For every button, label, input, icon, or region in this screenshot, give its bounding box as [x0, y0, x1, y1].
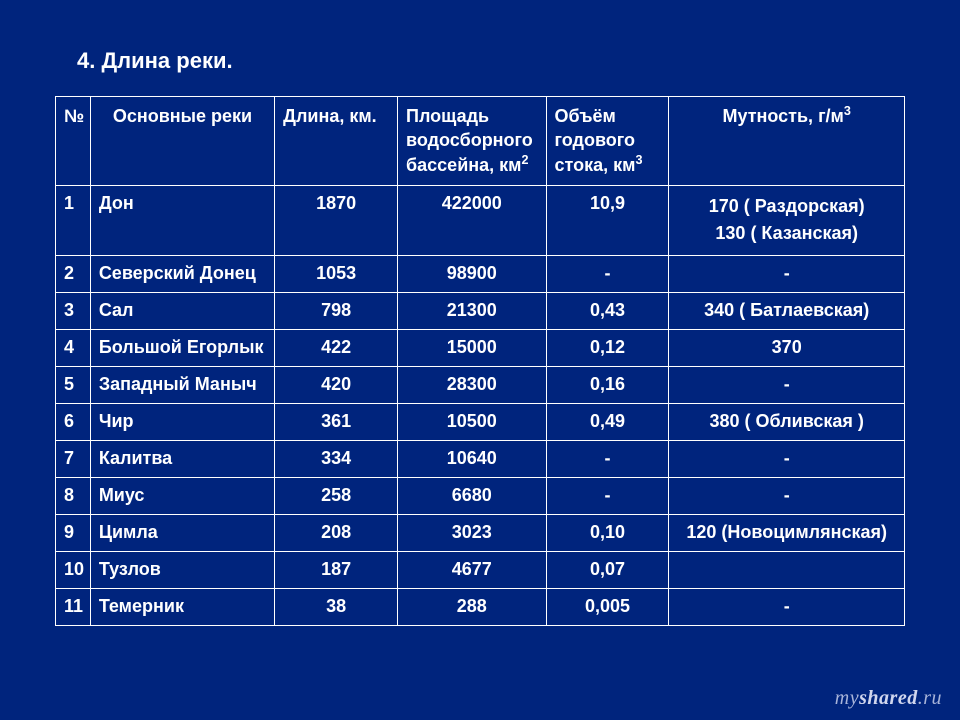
cell-num: 11 — [56, 588, 91, 625]
cell-turb: 370 — [669, 329, 905, 366]
watermark: myshared.ru — [835, 687, 942, 710]
cell-length: 798 — [275, 292, 398, 329]
cell-basin: 10500 — [398, 403, 546, 440]
cell-num: 10 — [56, 551, 91, 588]
cell-flow: 0,07 — [546, 551, 669, 588]
cell-name: Дон — [90, 185, 274, 255]
cell-turb: 340 ( Батлаевская) — [669, 292, 905, 329]
cell-basin: 288 — [398, 588, 546, 625]
watermark-sh: shared — [859, 687, 918, 709]
cell-num: 7 — [56, 440, 91, 477]
col-basin: Площадь водосборного бассейна, км2 — [398, 97, 546, 186]
cell-turb — [669, 551, 905, 588]
cell-name: Западный Маныч — [90, 366, 274, 403]
table-header: № Основные реки Длина, км. Площадь водос… — [56, 97, 905, 186]
table-row: 7Калитва33410640-- — [56, 440, 905, 477]
table-row: 1Дон187042200010,9170 ( Раздорская)130 (… — [56, 185, 905, 255]
cell-basin: 28300 — [398, 366, 546, 403]
cell-num: 8 — [56, 477, 91, 514]
cell-num: 1 — [56, 185, 91, 255]
cell-name: Цимла — [90, 514, 274, 551]
cell-length: 187 — [275, 551, 398, 588]
cell-turb: - — [669, 588, 905, 625]
col-basin-text: Площадь водосборного бассейна, км — [406, 106, 533, 175]
cell-basin: 4677 — [398, 551, 546, 588]
cell-flow: 0,10 — [546, 514, 669, 551]
col-flow: Объём годового стока, км3 — [546, 97, 669, 186]
col-turb: Мутность, г/м3 — [669, 97, 905, 186]
cell-length: 1870 — [275, 185, 398, 255]
col-basin-sup: 2 — [521, 153, 528, 167]
col-length: Длина, км. — [275, 97, 398, 186]
cell-length: 422 — [275, 329, 398, 366]
cell-name: Миус — [90, 477, 274, 514]
cell-turb: 120 (Новоцимлянская) — [669, 514, 905, 551]
cell-turb: - — [669, 255, 905, 292]
cell-num: 5 — [56, 366, 91, 403]
cell-basin: 3023 — [398, 514, 546, 551]
cell-name: Сал — [90, 292, 274, 329]
cell-num: 6 — [56, 403, 91, 440]
cell-basin: 10640 — [398, 440, 546, 477]
watermark-ed: .ru — [918, 687, 942, 709]
cell-basin: 98900 — [398, 255, 546, 292]
cell-turb: 170 ( Раздорская)130 ( Казанская) — [669, 185, 905, 255]
cell-num: 9 — [56, 514, 91, 551]
table-row: 3Сал798213000,43340 ( Батлаевская) — [56, 292, 905, 329]
cell-name: Калитва — [90, 440, 274, 477]
col-name: Основные реки — [90, 97, 274, 186]
cell-flow: - — [546, 477, 669, 514]
cell-name: Тузлов — [90, 551, 274, 588]
table-row: 8Миус2586680-- — [56, 477, 905, 514]
cell-basin: 15000 — [398, 329, 546, 366]
cell-flow: 0,49 — [546, 403, 669, 440]
cell-length: 420 — [275, 366, 398, 403]
cell-turb: - — [669, 366, 905, 403]
table-row: 9Цимла20830230,10120 (Новоцимлянская) — [56, 514, 905, 551]
cell-flow: 10,9 — [546, 185, 669, 255]
cell-name: Темерник — [90, 588, 274, 625]
cell-flow: 0,16 — [546, 366, 669, 403]
table-row: 4Большой Егорлык422150000,12370 — [56, 329, 905, 366]
cell-turb: 380 ( Обливская ) — [669, 403, 905, 440]
cell-flow: 0,43 — [546, 292, 669, 329]
slide: 4. Длина реки. № Основные реки Длина, км… — [0, 0, 960, 720]
cell-name: Чир — [90, 403, 274, 440]
cell-turb: - — [669, 440, 905, 477]
col-flow-sup: 3 — [635, 153, 642, 167]
cell-basin: 6680 — [398, 477, 546, 514]
cell-basin: 21300 — [398, 292, 546, 329]
cell-basin: 422000 — [398, 185, 546, 255]
col-num: № — [56, 97, 91, 186]
cell-length: 38 — [275, 588, 398, 625]
cell-num: 3 — [56, 292, 91, 329]
cell-flow: 0,005 — [546, 588, 669, 625]
cell-turb: - — [669, 477, 905, 514]
col-turb-text: Мутность, г/м — [723, 106, 844, 126]
cell-length: 258 — [275, 477, 398, 514]
table-row: 10Тузлов18746770,07 — [56, 551, 905, 588]
cell-flow: - — [546, 440, 669, 477]
table-body: 1Дон187042200010,9170 ( Раздорская)130 (… — [56, 185, 905, 625]
table-row: 5Западный Маныч420283000,16- — [56, 366, 905, 403]
table-row: 6Чир361105000,49380 ( Обливская ) — [56, 403, 905, 440]
col-flow-text: Объём годового стока, км — [555, 106, 636, 175]
col-turb-sup: 3 — [844, 104, 851, 118]
cell-name: Северский Донец — [90, 255, 274, 292]
table-row: 11Темерник382880,005- — [56, 588, 905, 625]
cell-flow: - — [546, 255, 669, 292]
slide-title: 4. Длина реки. — [77, 48, 905, 74]
cell-num: 4 — [56, 329, 91, 366]
cell-length: 361 — [275, 403, 398, 440]
cell-num: 2 — [56, 255, 91, 292]
table-row: 2Северский Донец105398900-- — [56, 255, 905, 292]
cell-length: 208 — [275, 514, 398, 551]
watermark-my: my — [835, 687, 859, 709]
cell-name: Большой Егорлык — [90, 329, 274, 366]
cell-length: 1053 — [275, 255, 398, 292]
cell-length: 334 — [275, 440, 398, 477]
cell-flow: 0,12 — [546, 329, 669, 366]
rivers-table: № Основные реки Длина, км. Площадь водос… — [55, 96, 905, 626]
